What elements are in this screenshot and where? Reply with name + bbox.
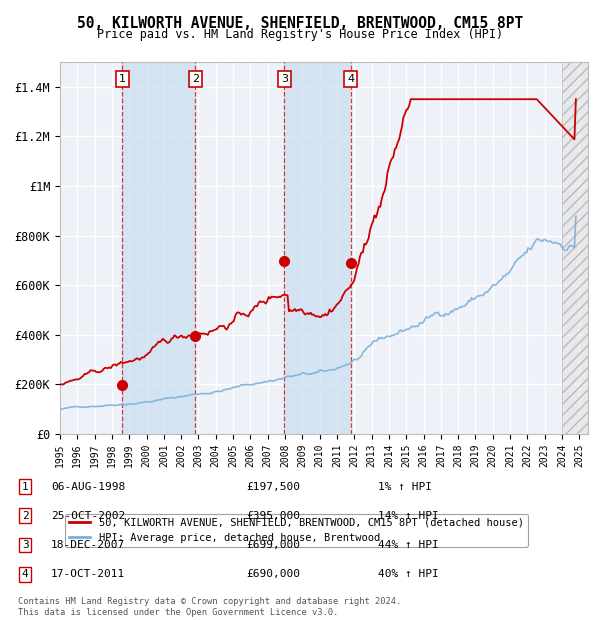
Text: 1% ↑ HPI: 1% ↑ HPI <box>378 482 432 492</box>
Bar <box>562 62 588 434</box>
Text: £197,500: £197,500 <box>246 482 300 492</box>
Text: 40% ↑ HPI: 40% ↑ HPI <box>378 569 439 579</box>
Text: £395,000: £395,000 <box>246 511 300 521</box>
Bar <box>562 62 588 434</box>
Text: 50, KILWORTH AVENUE, SHENFIELD, BRENTWOOD, CM15 8PT: 50, KILWORTH AVENUE, SHENFIELD, BRENTWOO… <box>77 16 523 30</box>
Text: 17-OCT-2011: 17-OCT-2011 <box>51 569 125 579</box>
Text: 3: 3 <box>281 74 288 84</box>
Text: 06-AUG-1998: 06-AUG-1998 <box>51 482 125 492</box>
Text: 4: 4 <box>347 74 354 84</box>
Text: 1: 1 <box>22 482 29 492</box>
Text: 14% ↑ HPI: 14% ↑ HPI <box>378 511 439 521</box>
Text: 25-OCT-2002: 25-OCT-2002 <box>51 511 125 521</box>
Bar <box>284 62 350 434</box>
Text: Price paid vs. HM Land Registry's House Price Index (HPI): Price paid vs. HM Land Registry's House … <box>97 28 503 41</box>
Bar <box>122 62 195 434</box>
Text: 2: 2 <box>22 511 29 521</box>
Text: Contains HM Land Registry data © Crown copyright and database right 2024.
This d: Contains HM Land Registry data © Crown c… <box>18 598 401 617</box>
Text: 4: 4 <box>22 569 29 579</box>
Text: 18-DEC-2007: 18-DEC-2007 <box>51 540 125 550</box>
Text: 1: 1 <box>119 74 125 84</box>
Text: 44% ↑ HPI: 44% ↑ HPI <box>378 540 439 550</box>
Text: £690,000: £690,000 <box>246 569 300 579</box>
Text: 2: 2 <box>191 74 199 84</box>
Text: £699,000: £699,000 <box>246 540 300 550</box>
Text: 3: 3 <box>22 540 29 550</box>
Legend: 50, KILWORTH AVENUE, SHENFIELD, BRENTWOOD, CM15 8PT (detached house), HPI: Avera: 50, KILWORTH AVENUE, SHENFIELD, BRENTWOO… <box>65 513 528 547</box>
